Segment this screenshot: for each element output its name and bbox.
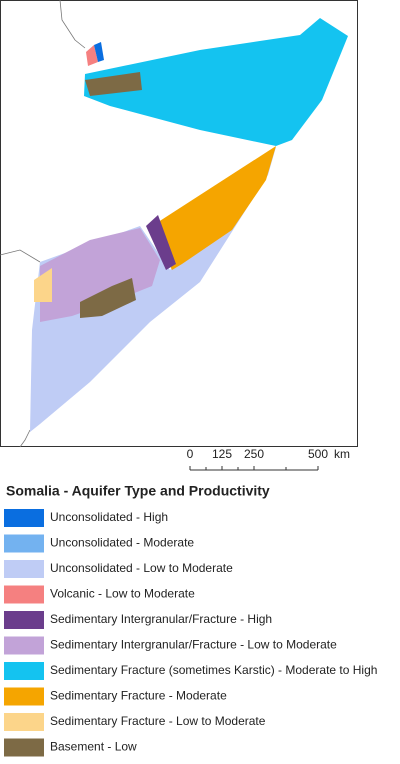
legend-label: Sedimentary Fracture - Low to Moderate <box>50 714 266 728</box>
scale-label: 250 <box>244 447 264 461</box>
legend-swatch <box>4 713 44 731</box>
legend-label: Sedimentary Fracture (sometimes Karstic)… <box>50 663 377 677</box>
legend-label: Volcanic - Low to Moderate <box>50 587 195 601</box>
legend-swatch <box>4 611 44 629</box>
region <box>85 72 142 96</box>
region <box>152 146 276 270</box>
legend-swatch <box>4 509 44 527</box>
legend-swatch <box>4 534 44 553</box>
legend: Unconsolidated - High Unconsolidated - Mo… <box>4 509 377 757</box>
map <box>0 0 358 448</box>
region <box>146 215 176 270</box>
region <box>86 45 98 66</box>
scale-label: 125 <box>212 447 232 461</box>
legend-swatch <box>4 738 44 757</box>
legend-swatch <box>4 585 44 604</box>
scale-label: 0 <box>187 447 194 461</box>
scale-label: 500 <box>308 447 328 461</box>
region <box>30 147 276 432</box>
legend-swatch <box>4 687 44 706</box>
legend-swatch <box>4 636 44 655</box>
scale-bar: 0 125 250 500 km <box>187 447 350 471</box>
legend-label: Sedimentary Fracture - Moderate <box>50 689 227 703</box>
region <box>40 228 160 322</box>
region <box>94 42 104 62</box>
neighbor-border <box>0 249 41 263</box>
scale-unit: km <box>334 447 350 461</box>
legend-swatch <box>4 662 44 680</box>
region <box>84 18 348 146</box>
legend-label: Sedimentary Intergranular/Fracture - Hig… <box>50 612 272 626</box>
neighbor-border <box>59 0 86 49</box>
region <box>34 268 52 302</box>
legend-label: Unconsolidated - Moderate <box>50 536 194 550</box>
legend-title: Somalia - Aquifer Type and Productivity <box>6 483 270 499</box>
legend-label: Unconsolidated - High <box>50 510 168 524</box>
legend-swatch <box>4 560 44 578</box>
region <box>80 278 136 318</box>
neighbor-border <box>19 429 31 448</box>
legend-label: Basement - Low <box>50 740 137 754</box>
legend-label: Sedimentary Intergranular/Fracture - Low… <box>50 638 337 652</box>
legend-label: Unconsolidated - Low to Moderate <box>50 561 233 575</box>
